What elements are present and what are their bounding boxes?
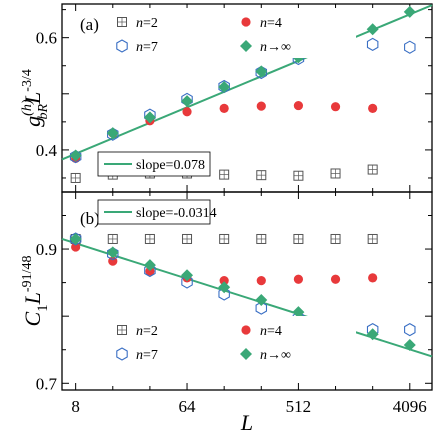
data-point-b-1 [368,273,378,283]
legend-label-a-3: n→∞ [260,40,291,55]
data-point-a-1 [219,103,229,113]
legend-label-a-1: n=4 [260,16,282,31]
x-tick-label-b: 512 [286,397,312,416]
x-tick-label-b: 64 [179,397,197,416]
data-point-a-0 [367,164,378,175]
data-point-a-0 [219,169,230,180]
data-point-b-2 [144,263,156,278]
legend-marker-a-3 [240,40,252,52]
data-point-b-0 [144,233,155,244]
data-point-b-0 [293,233,304,244]
data-point-a-0 [70,172,81,183]
data-point-a-2 [366,37,379,52]
data-point-b-1 [256,275,266,286]
data-point-a-2 [107,127,119,141]
data-point-b-2 [218,287,230,301]
data-point-a-3 [255,65,268,78]
legend-b: n=2 n=4 n=7 n→∞ [108,316,356,366]
y-axis-label-b: C1L-91/48 [20,256,51,327]
data-point-a-2 [404,40,416,54]
x-tick-label-b: 8 [71,397,80,416]
panel-label-b: (b) [80,209,100,228]
data-point-b-3 [143,259,156,272]
data-point-b-2 [255,301,268,315]
data-point-a-3 [403,5,416,18]
legend-label-a-0: n=2 [136,16,158,31]
data-point-a-0 [293,170,304,181]
fit-legend-a: slope=0.078 [97,151,211,177]
y-tick-label-b: 0.9 [36,240,57,259]
data-point-b-3 [181,269,194,282]
data-point-b-0 [107,233,118,244]
data-point-a-3 [143,111,156,124]
data-point-b-1 [219,275,229,286]
data-point-b-3 [292,306,305,319]
data-point-b-3 [366,328,379,341]
data-point-b-1 [71,242,81,252]
data-point-b-3 [403,339,416,352]
legend-label-b-1: n=4 [260,324,282,339]
data-point-a-2 [69,150,82,164]
data-point-a-1 [330,102,341,112]
data-point-b-0 [367,233,378,244]
data-point-b-3 [69,232,82,245]
data-point-a-3 [69,149,82,162]
legend-marker-b-0 [117,325,127,335]
data-point-a-3 [218,81,231,94]
data-point-a-0 [256,170,267,181]
data-point-b-1 [145,266,155,276]
data-point-a-0 [330,168,341,179]
legend-a: n=2 n=4 n=7 n→∞ [108,8,356,58]
data-point-b-3 [106,246,119,259]
legend-marker-a-0 [117,17,127,27]
data-point-b-2 [404,322,416,337]
data-point-b-2 [181,275,193,289]
y-tick-label-a: 0.4 [36,141,58,160]
fit-legend-label-a: slope=0.078 [136,158,205,173]
legend-label-b-0: n=2 [136,324,158,339]
panel-label-a: (a) [80,15,99,34]
data-point-a-1 [368,103,378,113]
legend-label-a-2: n=7 [136,40,158,55]
data-point-b-3 [255,294,268,307]
legend-marker-a-2 [116,39,128,53]
y-axis-label-a: g(h)bRL-3/4 [20,69,51,127]
data-point-a-2 [255,65,268,80]
plot-frame-b [61,191,433,391]
legend-marker-b-1 [241,325,251,335]
data-point-b-0 [182,233,193,244]
panel-b: 0.7 0.9 8 64 512 4096 (b) n=2 n=4 n=7 n→∞ slope=-0.… [20,191,433,435]
legend-label-b-2: n=7 [136,348,158,363]
data-point-b-0 [219,233,230,244]
data-point-b-3 [218,281,231,294]
fit-legend-label-b: slope=-0.0314 [136,206,217,221]
legend-marker-b-3 [240,348,252,360]
data-point-a-3 [366,23,379,36]
legend-marker-b-2 [116,347,128,361]
data-point-b-2 [107,247,119,261]
data-point-a-1 [256,101,266,111]
data-point-a-3 [181,95,194,108]
data-point-b-1 [293,274,304,284]
legend-marker-a-1 [241,17,251,27]
x-axis-label: L [240,410,253,435]
y-tick-label-a: 0.6 [36,29,57,48]
data-point-b-1 [330,274,341,284]
x-tick-label-b: 4096 [393,397,427,416]
data-point-a-1 [182,107,192,117]
y-tick-label-b: 0.7 [36,374,58,393]
data-point-b-0 [330,233,341,244]
data-point-a-3 [106,127,119,140]
data-point-a-1 [293,100,304,111]
data-point-b-0 [256,233,267,244]
fit-legend-b: slope=-0.0314 [97,199,217,225]
legend-label-b-3: n→∞ [260,348,291,363]
panel-a: 0.4 0.6 (a) n=2 n=4 n=7 n→∞ slope=0.078 g(h)bRL-… [20,3,433,193]
